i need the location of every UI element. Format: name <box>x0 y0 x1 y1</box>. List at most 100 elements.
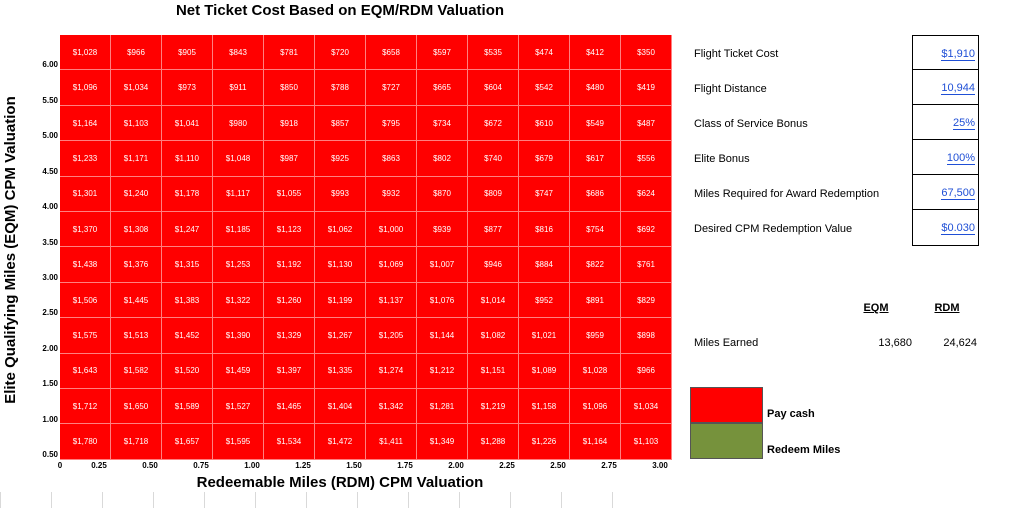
heatmap-cell: $809 <box>468 176 519 213</box>
heatmap-cell: $1,034 <box>621 389 672 425</box>
heatmap-cell: $1,178 <box>162 176 213 213</box>
heatmap-cell: $597 <box>417 35 468 71</box>
x-tick-label: 1.50 <box>346 461 362 470</box>
heatmap-cell: $1,089 <box>519 353 570 390</box>
heatmap-cell: $966 <box>621 353 672 390</box>
heatmap-cell: $1,575 <box>60 318 111 354</box>
heatmap-cell: $1,288 <box>468 424 519 460</box>
heatmap-cell: $822 <box>570 247 621 283</box>
parameter-value-cell[interactable]: 67,500 <box>912 175 979 211</box>
heatmap-cell: $1,028 <box>60 35 111 71</box>
parameter-value-cell[interactable]: $0.030 <box>912 210 979 246</box>
heatmap-cell: $1,021 <box>519 318 570 354</box>
heatmap-cell: $1,370 <box>60 212 111 248</box>
heatmap-cell: $850 <box>264 70 315 106</box>
x-tick-label: 1.75 <box>397 461 413 470</box>
miles-earned-label: Miles Earned <box>694 337 759 349</box>
heatmap-cell: $686 <box>570 176 621 213</box>
heatmap-cell: $1,096 <box>570 389 621 425</box>
heatmap-cell: $802 <box>417 141 468 177</box>
heatmap-cell: $1,226 <box>519 424 570 460</box>
parameter-row-cpm-value: Desired CPM Redemption Value $0.030 <box>688 210 980 246</box>
x-axis-title: Redeemable Miles (RDM) CPM Valuation <box>196 474 484 491</box>
legend-label-pay-cash: Pay cash <box>767 408 815 420</box>
y-tick-label: 6.00 <box>42 60 58 70</box>
heatmap-cell: $1,513 <box>111 318 162 354</box>
y-tick-label: 1.00 <box>42 414 58 424</box>
heatmap-cell: $863 <box>366 141 417 177</box>
heatmap-cell: $932 <box>366 176 417 213</box>
heatmap-cell: $1,342 <box>366 389 417 425</box>
heatmap-cell: $952 <box>519 282 570 319</box>
heatmap-cell: $535 <box>468 35 519 71</box>
heatmap-cell: $1,712 <box>60 389 111 425</box>
heatmap-cell: $1,028 <box>570 353 621 390</box>
y-tick-label: 4.50 <box>42 166 58 176</box>
heatmap-cell: $1,301 <box>60 176 111 213</box>
parameter-row-class-bonus: Class of Service Bonus 25% <box>688 105 980 141</box>
heatmap-cell: $966 <box>111 35 162 71</box>
heatmap-cell: $1,349 <box>417 424 468 460</box>
heatmap-cell: $549 <box>570 105 621 142</box>
heatmap-cell: $816 <box>519 212 570 248</box>
parameter-value-cell[interactable]: 25% <box>912 105 979 141</box>
legend-label-redeem-miles: Redeem Miles <box>767 444 841 456</box>
heatmap-cell: $1,192 <box>264 247 315 283</box>
heatmap-cell: $658 <box>366 35 417 71</box>
heatmap-cell: $1,014 <box>468 282 519 319</box>
heatmap-cell: $1,376 <box>111 247 162 283</box>
heatmap-cell: $1,007 <box>417 247 468 283</box>
heatmap-cell: $1,383 <box>162 282 213 319</box>
heatmap-cell: $973 <box>162 70 213 106</box>
heatmap-cell: $1,308 <box>111 212 162 248</box>
heatmap-cell: $754 <box>570 212 621 248</box>
heatmap-cell: $1,253 <box>213 247 264 283</box>
y-tick-label: 1.50 <box>42 379 58 389</box>
heatmap-cell: $1,657 <box>162 424 213 460</box>
heatmap-cell: $987 <box>264 141 315 177</box>
parameter-value-cell[interactable]: 100% <box>912 140 979 176</box>
y-tick-label: 0.50 <box>42 450 58 459</box>
heatmap-cell: $1,520 <box>162 353 213 390</box>
heatmap-cell: $672 <box>468 105 519 142</box>
heatmap-cell: $487 <box>621 105 672 142</box>
heatmap-cell: $1,274 <box>366 353 417 390</box>
parameter-label: Class of Service Bonus <box>694 118 808 131</box>
heatmap-cell: $1,205 <box>366 318 417 354</box>
heatmap-cell: $1,780 <box>60 424 111 460</box>
y-tick-label: 5.00 <box>42 131 58 141</box>
y-tick-label: 3.50 <box>42 237 58 247</box>
heatmap-cell: $1,199 <box>315 282 366 319</box>
heatmap-cell: $1,240 <box>111 176 162 213</box>
heatmap-cell: $1,000 <box>366 212 417 248</box>
heatmap-cell: $350 <box>621 35 672 71</box>
heatmap-cell: $1,718 <box>111 424 162 460</box>
heatmap-cell: $665 <box>417 70 468 106</box>
eqm-header: EQM <box>863 302 889 314</box>
heatmap-cell: $1,390 <box>213 318 264 354</box>
heatmap-cell: $1,247 <box>162 212 213 248</box>
heatmap-cell: $761 <box>621 247 672 283</box>
parameter-value-cell[interactable]: 10,944 <box>912 70 979 106</box>
heatmap-cell: $1,452 <box>162 318 213 354</box>
heatmap-cell: $1,171 <box>111 141 162 177</box>
heatmap-cell: $911 <box>213 70 264 106</box>
x-tick-label: 0.75 <box>193 461 209 470</box>
heatmap-cell: $1,151 <box>468 353 519 390</box>
heatmap-cell: $1,164 <box>570 424 621 460</box>
x-tick-label: 2.75 <box>601 461 617 470</box>
heatmap-cell: $1,082 <box>468 318 519 354</box>
heatmap-cell: $556 <box>621 141 672 177</box>
parameter-row-flight-distance: Flight Distance 10,944 <box>688 70 980 106</box>
parameter-value-cell[interactable]: $1,910 <box>912 35 979 71</box>
parameter-label: Elite Bonus <box>694 153 750 166</box>
heatmap-cell: $1,117 <box>213 176 264 213</box>
heatmap-cell: $925 <box>315 141 366 177</box>
heatmap-cell: $740 <box>468 141 519 177</box>
heatmap-cell: $905 <box>162 35 213 71</box>
y-axis-title: Elite Qualifying Miles (EQM) CPM Valuati… <box>2 96 19 404</box>
sheet-gridline-row <box>0 492 672 508</box>
rdm-miles-earned: 24,624 <box>943 337 977 349</box>
x-origin-label: 0 <box>57 461 63 470</box>
heatmap-cell: $1,465 <box>264 389 315 425</box>
